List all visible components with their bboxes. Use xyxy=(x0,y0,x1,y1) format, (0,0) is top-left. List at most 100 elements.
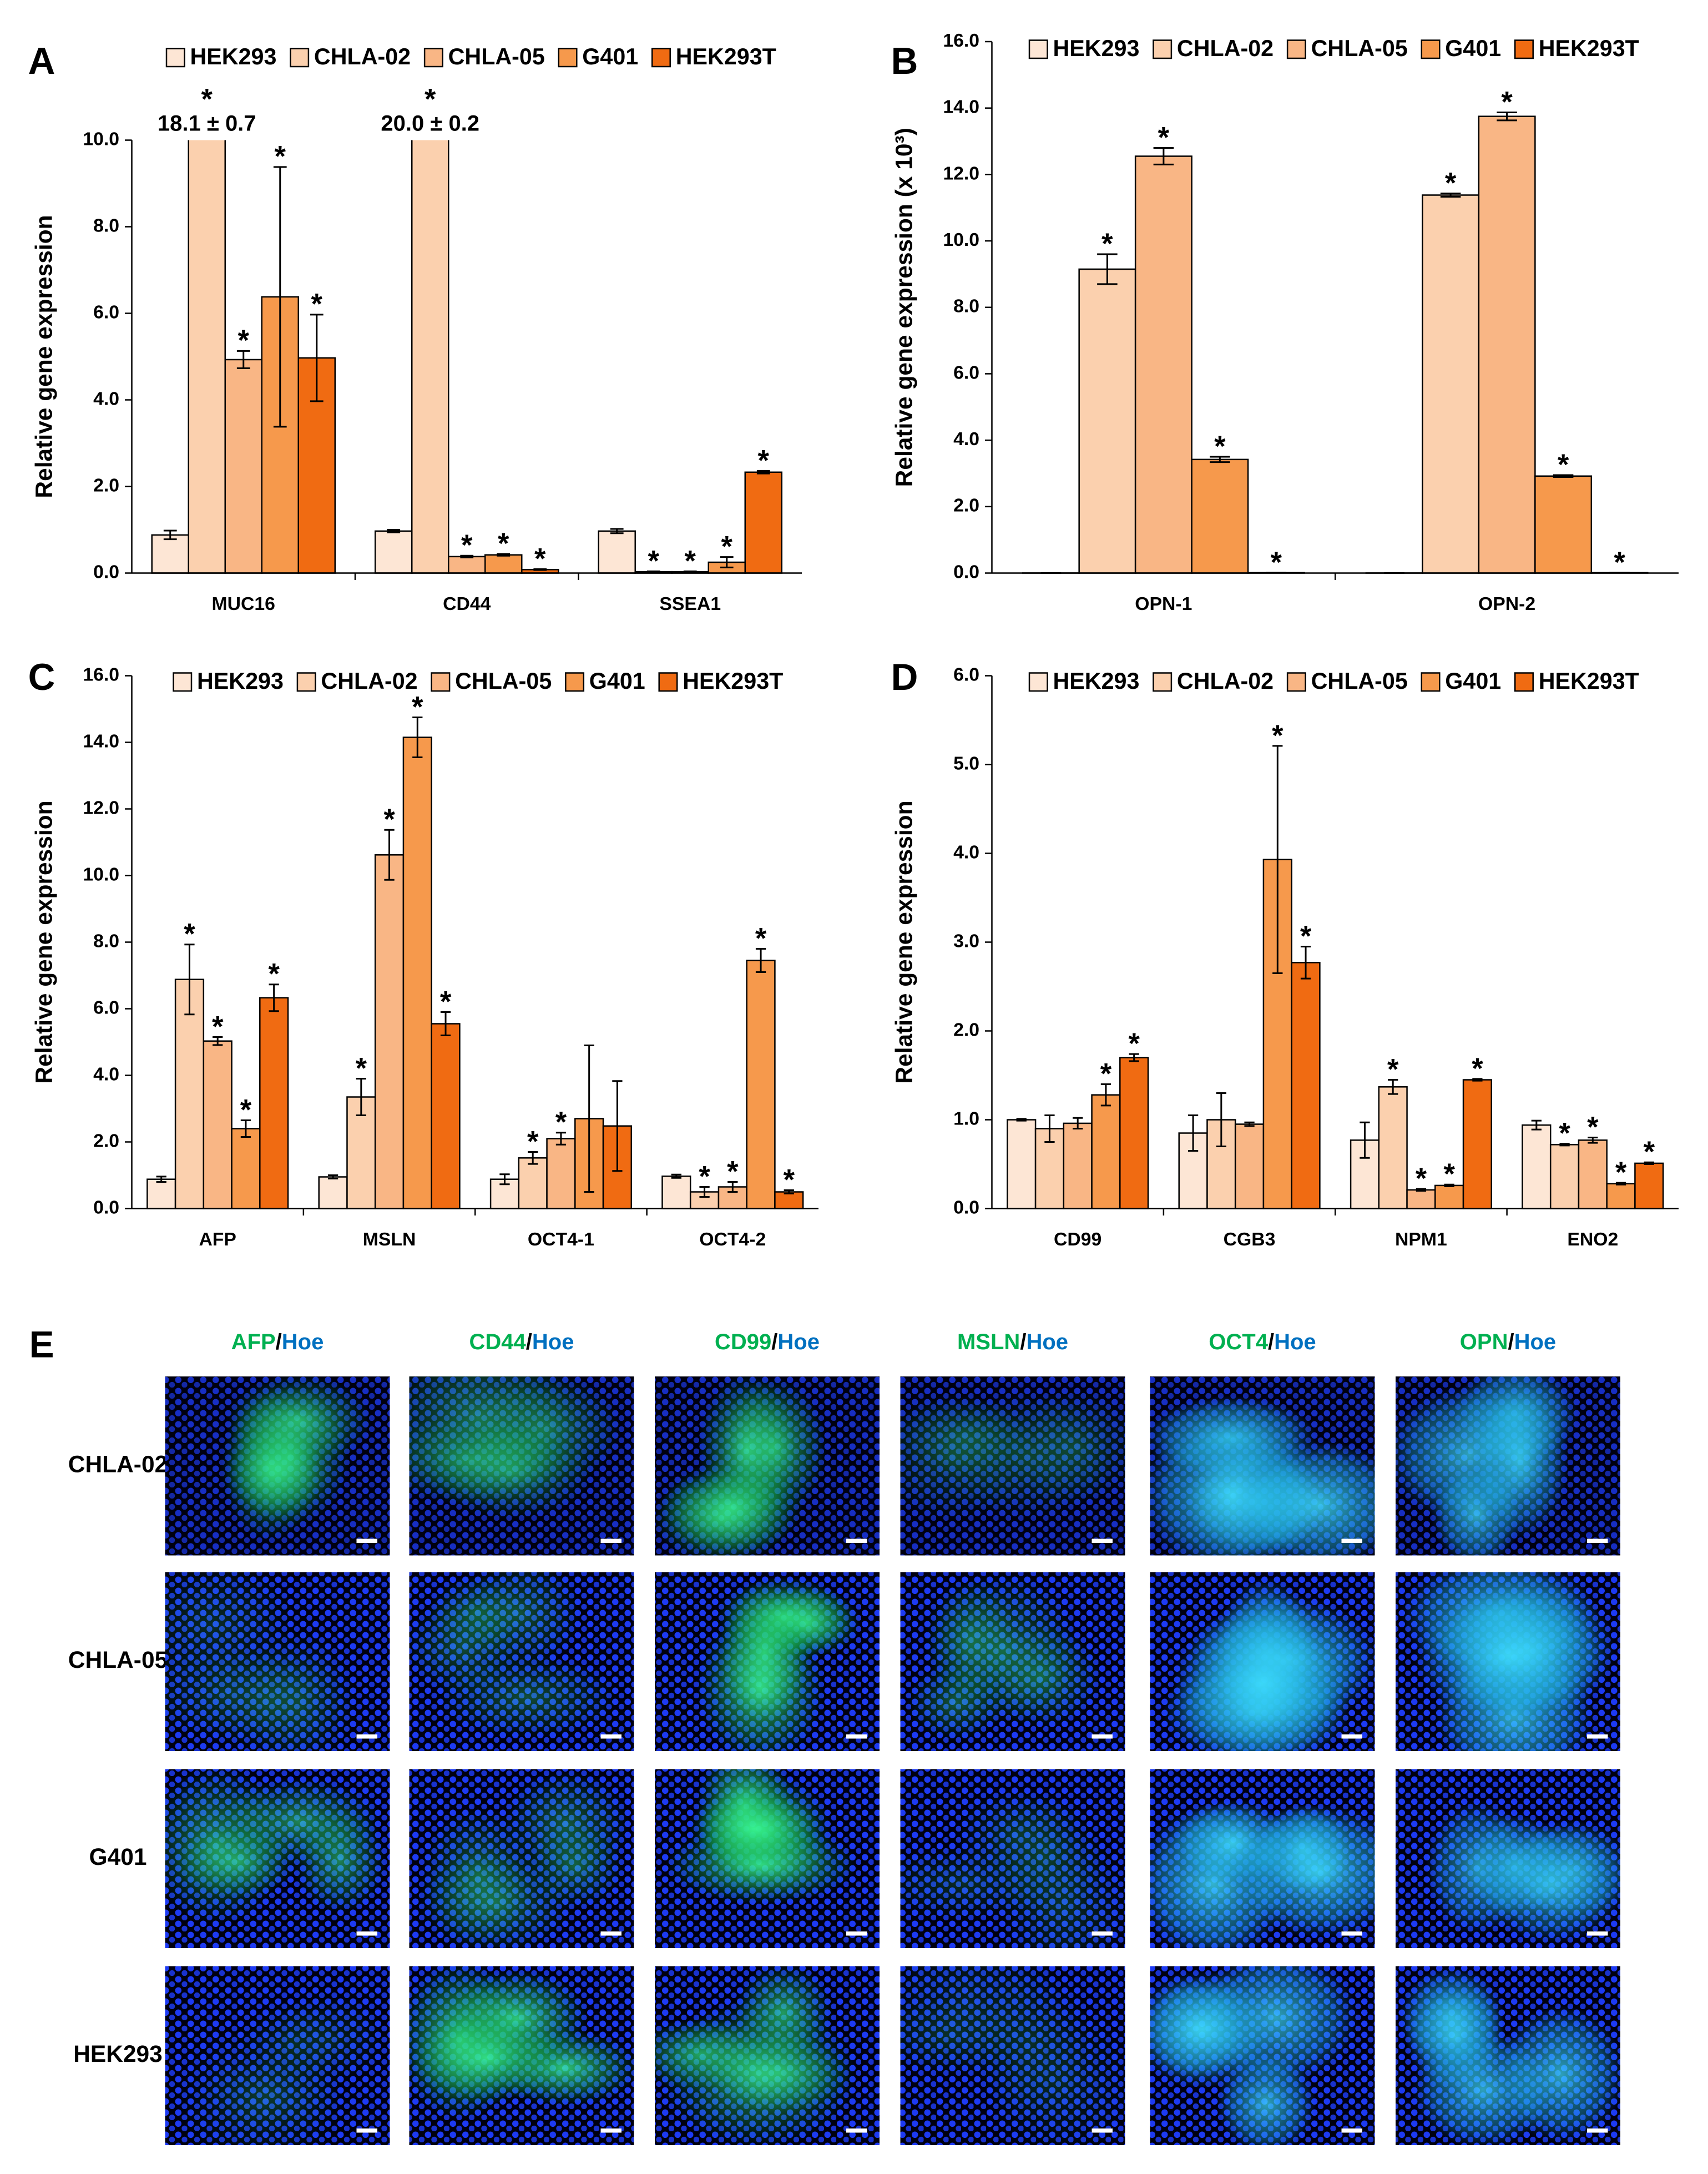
bar xyxy=(1134,155,1192,574)
significance-mark: * xyxy=(440,985,452,1018)
error-bar xyxy=(1388,1078,1398,1095)
significance-mark: * xyxy=(268,958,280,991)
bar xyxy=(1634,1162,1664,1209)
y-tick-label: 0.0 xyxy=(93,561,119,582)
legend-label: HEK293T xyxy=(1539,36,1639,61)
error-bar xyxy=(1210,456,1230,463)
legend-label: G401 xyxy=(582,44,638,69)
signal-glow xyxy=(660,1461,804,1554)
error-bar xyxy=(310,314,324,402)
bar xyxy=(374,530,413,574)
bar xyxy=(1534,475,1593,574)
bar xyxy=(661,1176,691,1209)
micrograph xyxy=(165,1376,390,1556)
y-tick-label: 0.0 xyxy=(93,1197,119,1218)
error-bar xyxy=(612,1080,623,1172)
row-label: G401 xyxy=(89,1844,147,1870)
micrograph xyxy=(409,1966,634,2145)
micrograph xyxy=(900,1966,1125,2145)
legend-label: CHLA-05 xyxy=(1311,668,1408,694)
error-bar xyxy=(1300,945,1311,980)
error-bar xyxy=(1444,1183,1454,1187)
stain-name: Hoe xyxy=(1514,1330,1557,1354)
panel-label: C xyxy=(28,657,55,698)
legend-swatch xyxy=(1028,39,1048,59)
scale-bar xyxy=(846,1734,867,1739)
scale-bar xyxy=(600,2128,622,2133)
legend-label: CHLA-05 xyxy=(448,44,545,69)
bar xyxy=(431,1023,461,1209)
significance-mark: * xyxy=(184,918,195,951)
significance-mark: * xyxy=(1101,228,1113,260)
micrograph xyxy=(409,1769,634,1948)
signal-glow xyxy=(271,1992,389,2086)
error-bar xyxy=(1129,1053,1139,1062)
scale-bar xyxy=(1091,1539,1113,1543)
error-bar xyxy=(327,1174,338,1179)
error-bar xyxy=(1100,1083,1111,1107)
scale-bar xyxy=(600,1734,622,1739)
signal-glow xyxy=(687,1792,821,1867)
x-tick-label: MUC16 xyxy=(212,593,275,614)
legend-label: HEK293T xyxy=(676,44,776,69)
y-tick-label: 14.0 xyxy=(83,730,119,751)
error-bar xyxy=(683,570,697,573)
y-tick-label: 3.0 xyxy=(953,930,979,951)
column-header: OPN/Hoe xyxy=(1460,1330,1556,1354)
legend-swatch xyxy=(565,672,585,692)
error-bar xyxy=(236,350,250,370)
significance-mark: * xyxy=(1271,546,1282,579)
separator: / xyxy=(526,1330,532,1354)
y-tick-label: 2.0 xyxy=(93,1130,119,1151)
significance-mark: * xyxy=(1416,1162,1427,1195)
legend-label: HEK293 xyxy=(1053,36,1140,61)
row-label: CHLA-02 xyxy=(68,1451,168,1477)
y-tick-label: 10.0 xyxy=(83,864,119,885)
bars xyxy=(1007,745,1664,1209)
bar xyxy=(203,1040,233,1209)
signal-glow xyxy=(1230,1804,1375,1939)
error-bar xyxy=(1559,1143,1570,1147)
significance-mark: * xyxy=(201,83,213,115)
scale-bar xyxy=(356,1931,378,1936)
column-header: OCT4/Hoe xyxy=(1209,1330,1316,1354)
error-bar xyxy=(756,470,770,475)
significance-mark: * xyxy=(1558,448,1569,481)
significance-mark: * xyxy=(240,1093,252,1126)
error-bar xyxy=(1588,1136,1598,1144)
marker-name: OPN xyxy=(1460,1330,1508,1354)
micrograph xyxy=(655,1572,880,1751)
marker-name: CD44 xyxy=(469,1330,527,1354)
y-tick-label: 8.0 xyxy=(953,296,979,317)
error-bar xyxy=(720,556,734,568)
significance-mark: * xyxy=(1559,1117,1570,1150)
y-tick-label: 16.0 xyxy=(83,664,119,685)
error-bar xyxy=(384,829,395,881)
scale-bar xyxy=(356,1734,378,1739)
row-label: CHLA-05 xyxy=(68,1647,168,1673)
scale-bar xyxy=(356,1539,378,1543)
x-tick-label: OPN-1 xyxy=(1135,593,1192,614)
significance-mark: * xyxy=(685,544,696,577)
micrograph xyxy=(165,1572,390,1751)
significance-mark: * xyxy=(727,1155,739,1188)
signal-glow xyxy=(1469,1379,1570,1540)
error-bar xyxy=(1044,1114,1055,1143)
error-bar xyxy=(555,1132,567,1146)
scale-bar xyxy=(600,1539,622,1543)
y-tick-label: 2.0 xyxy=(93,475,119,496)
error-bar xyxy=(1153,147,1174,165)
stain-name: Hoe xyxy=(1026,1330,1068,1354)
x-tick-label: ENO2 xyxy=(1567,1229,1618,1250)
legend-label: HEK293 xyxy=(1053,668,1140,694)
significance-mark: * xyxy=(1587,1111,1599,1143)
bar xyxy=(1063,1122,1093,1209)
row-label: HEK293 xyxy=(73,2041,163,2067)
x-tick-label: CD99 xyxy=(1054,1229,1101,1250)
signal-glow xyxy=(1233,1440,1375,1556)
scale-bar xyxy=(600,1931,622,1936)
bar xyxy=(1462,1079,1493,1209)
marker-name: CD99 xyxy=(715,1330,771,1354)
significance-mark: * xyxy=(1443,1158,1455,1191)
scale-bar xyxy=(356,2128,378,2133)
